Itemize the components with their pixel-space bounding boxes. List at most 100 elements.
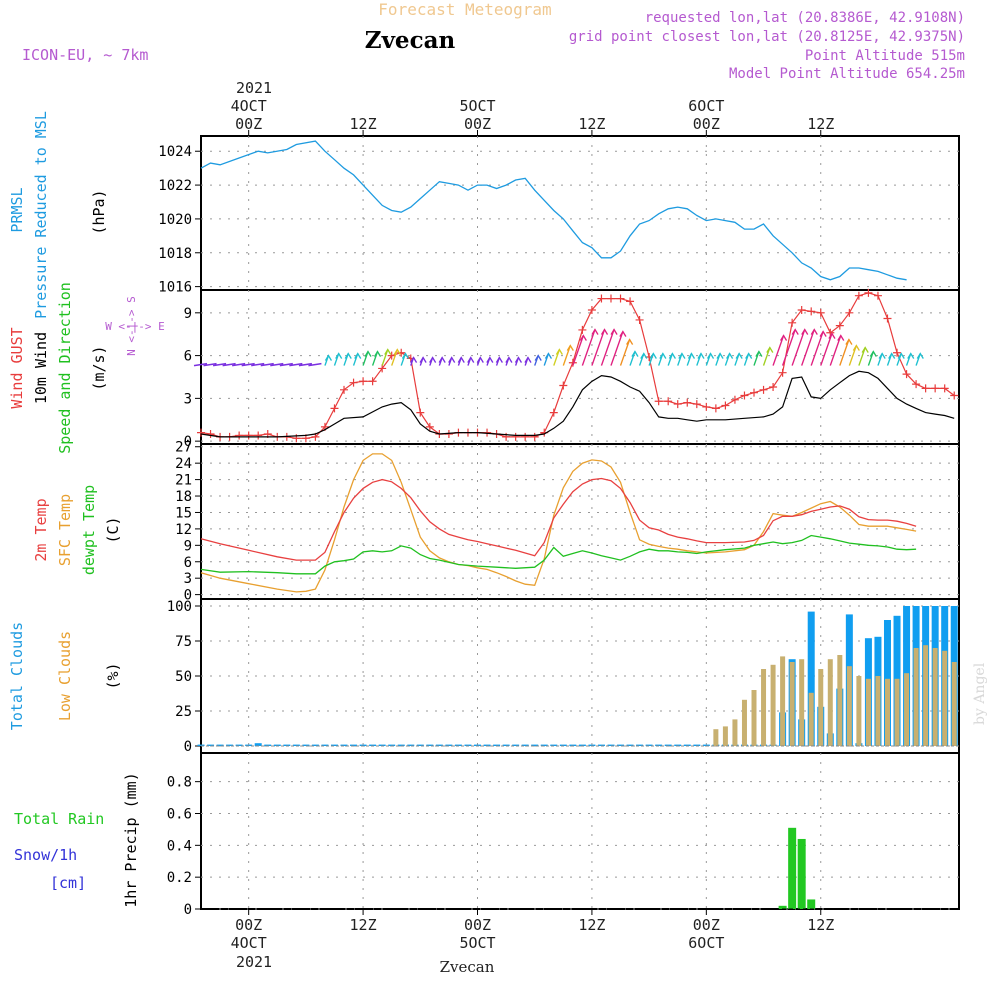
low-cloud-bar xyxy=(942,650,948,746)
total-cloud-bar xyxy=(531,744,539,746)
total-cloud-bar xyxy=(359,744,367,746)
gust-marker xyxy=(912,380,921,389)
wind-arrowhead xyxy=(486,356,494,363)
wind-unit-label: (m/s) xyxy=(90,345,108,390)
wind-arrowhead xyxy=(384,348,392,355)
wind-arrow xyxy=(610,331,624,366)
gust-marker xyxy=(616,294,625,303)
wind-arrow xyxy=(260,362,274,367)
t2m-label: 2m Temp xyxy=(32,498,50,561)
wind-arrowhead xyxy=(344,352,352,359)
y-tick-label: 0.4 xyxy=(167,838,192,854)
y-tick-label: 12 xyxy=(175,522,192,538)
total-cloud-bar xyxy=(435,744,443,746)
total-cloud-bar xyxy=(474,744,482,746)
top-hour-label: 00Z xyxy=(693,115,720,133)
low-cloud-bar xyxy=(923,645,929,746)
low-cloud-bar xyxy=(913,648,919,746)
wind-arrow xyxy=(772,335,785,366)
total-cloud-bar xyxy=(330,744,338,746)
y-tick-label: 0.6 xyxy=(167,806,192,822)
total-cloud-bar xyxy=(693,744,701,746)
wind-arrowhead xyxy=(409,356,418,363)
y-tick-label: 27 xyxy=(175,440,192,456)
top-date-label: 5OCT xyxy=(459,97,495,115)
panels: 1016101810201022102403690369121518212427… xyxy=(158,135,960,918)
wind-arrow xyxy=(193,362,208,367)
y-tick-label: 3 xyxy=(184,391,192,407)
total-cloud-bar xyxy=(388,744,396,746)
wind-arrowhead xyxy=(555,348,563,355)
gust-marker xyxy=(931,384,940,393)
wind-arrowhead xyxy=(916,352,924,359)
total-clouds-label: Total Clouds xyxy=(8,622,26,730)
wind-arrowhead xyxy=(544,352,553,359)
low-cloud-bar xyxy=(856,676,862,746)
gust-marker xyxy=(664,397,673,406)
precipitation-frame xyxy=(200,752,960,910)
gust-marker xyxy=(606,294,615,303)
wind-arrow xyxy=(801,329,815,366)
total-cloud-bar xyxy=(807,611,815,746)
cloud-labels: Total Clouds Low Clouds (%) xyxy=(8,622,122,730)
wind-arrowhead xyxy=(524,356,532,363)
gust-marker xyxy=(635,315,644,324)
total-cloud-bar xyxy=(292,744,300,746)
total-cloud-bar xyxy=(416,744,424,746)
wind-arrowhead xyxy=(845,338,853,345)
wind-arrowhead xyxy=(495,356,503,363)
total-rain-label: Total Rain xyxy=(14,810,104,828)
total-cloud-bar xyxy=(445,744,453,746)
top-date-label: 4OCT xyxy=(231,97,267,115)
wind-arrowhead xyxy=(697,352,705,359)
total-cloud-bar xyxy=(645,744,653,746)
wind-arrowhead xyxy=(591,328,599,335)
total-cloud-bar xyxy=(397,744,405,746)
total-cloud-bar xyxy=(664,744,672,746)
low-cloud-bar xyxy=(884,678,890,746)
wind-arrowhead xyxy=(619,330,627,337)
wind-arrowhead xyxy=(678,352,686,359)
pressure-panel: 1016 1018 1020 1022 1024 xyxy=(158,135,960,296)
total-cloud-bar xyxy=(597,744,605,746)
gust-marker xyxy=(330,404,339,413)
wind-arrowhead xyxy=(861,346,869,353)
clouds-unit-label: (%) xyxy=(104,662,122,689)
gust-marker xyxy=(235,431,244,440)
precip-axis-label: 1hr Precip (mm) xyxy=(122,772,140,907)
wind-arrowhead xyxy=(735,352,743,359)
clouds-panel: 0 25 50 75 100 xyxy=(167,598,960,755)
gust-marker xyxy=(587,305,596,314)
total-cloud-bar xyxy=(674,744,682,746)
compass-we: W <-|-> E xyxy=(105,320,165,333)
top-hour-label: 00Z xyxy=(235,115,262,133)
rain-bar xyxy=(788,827,797,909)
y-tick-label: 1020 xyxy=(158,212,192,228)
wind-arrowhead xyxy=(514,356,523,363)
total-cloud-bar xyxy=(216,744,224,746)
credit-watermark: by Angel xyxy=(972,662,988,725)
wind-arrow xyxy=(251,362,265,367)
gust-marker xyxy=(711,404,720,413)
gust-marker xyxy=(702,402,711,411)
y-tick-label: 1018 xyxy=(158,246,192,262)
low-cloud-bar xyxy=(789,662,795,746)
prmsl-line xyxy=(200,140,907,281)
total-cloud-bar xyxy=(264,744,272,746)
low-cloud-bar xyxy=(932,648,938,746)
low-cloud-bar xyxy=(780,656,786,746)
y-tick-label: 21 xyxy=(175,473,192,489)
gust-marker xyxy=(597,294,606,303)
wind-arrow xyxy=(829,335,842,366)
total-cloud-bar xyxy=(617,744,625,746)
wind-arrowhead xyxy=(364,350,372,357)
wind-arrow xyxy=(308,362,322,367)
gust-marker xyxy=(654,397,663,406)
gust-marker xyxy=(797,305,806,314)
wind-arrow xyxy=(619,339,631,366)
low-cloud-bar xyxy=(865,678,871,746)
y-tick-label: 25 xyxy=(175,704,192,720)
y-tick-label: 6 xyxy=(184,555,192,571)
